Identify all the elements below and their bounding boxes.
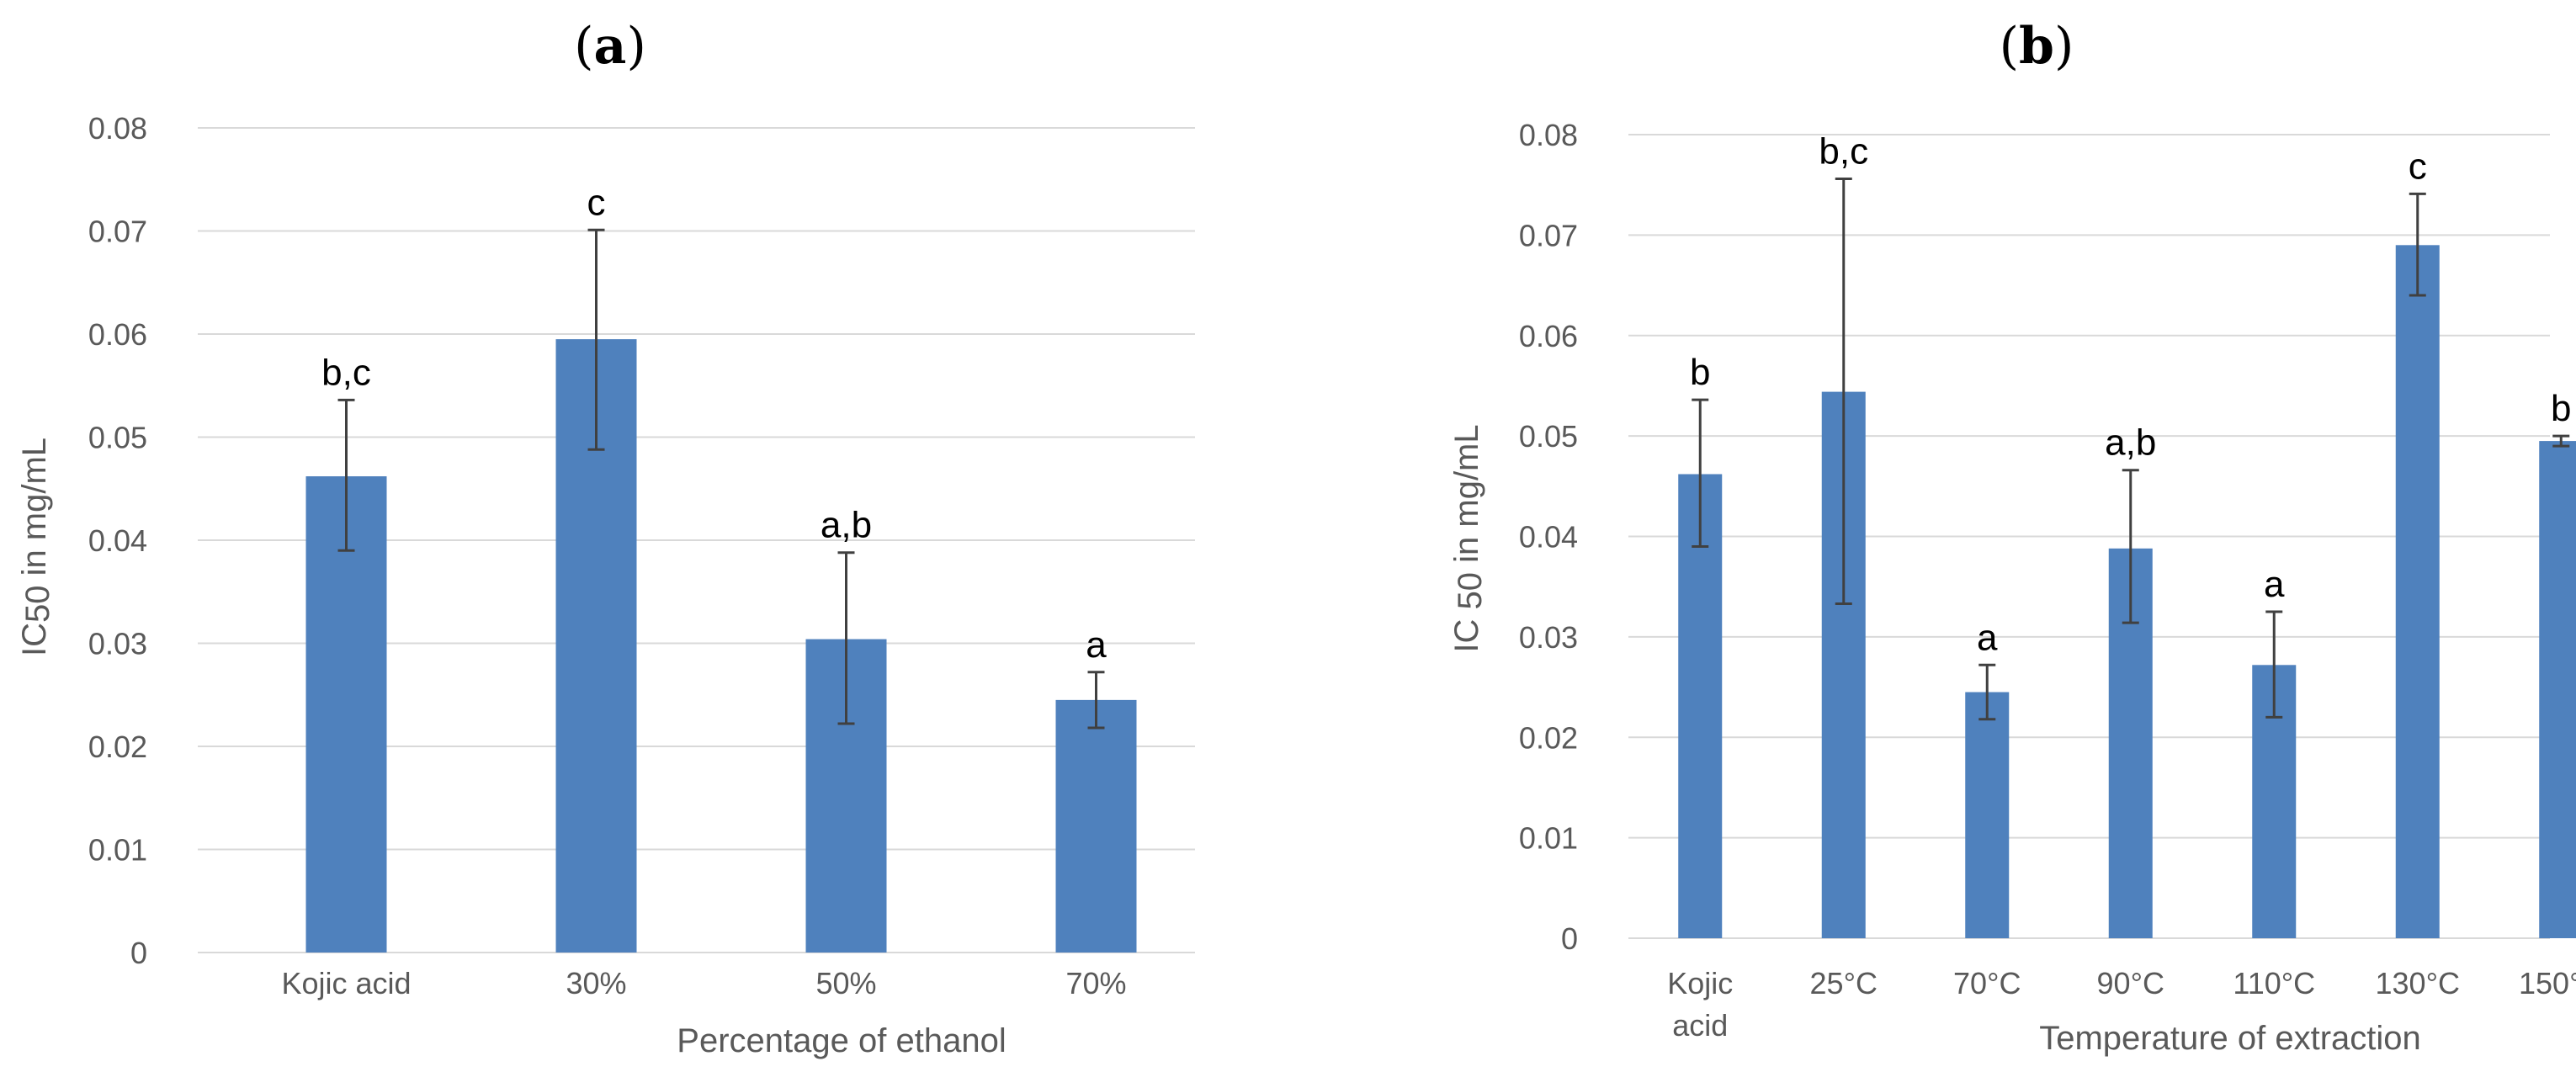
y-tick-label: 0.08 <box>88 111 147 146</box>
x-tick-label: 25°C <box>1810 966 1878 1000</box>
significance-label: a,b <box>821 505 872 546</box>
y-tick-label: 0.02 <box>1519 720 1578 755</box>
bar <box>305 476 387 953</box>
panel-a-y-axis-title: IC50 in mg/mL <box>16 438 56 656</box>
y-tick-label: 0.03 <box>1519 620 1578 655</box>
panel-b-y-axis-title: IC 50 in mg/mL <box>1448 424 1489 652</box>
x-tick-label: 30% <box>566 966 626 1000</box>
panel-b-x-axis-title: Temperature of extraction <box>2039 1020 2421 1057</box>
significance-label: c <box>587 182 606 223</box>
y-tick-label: 0.01 <box>1519 821 1578 856</box>
y-tick-label: 0.04 <box>1519 520 1578 555</box>
bar <box>1678 474 1723 938</box>
x-tick-label: 90°C <box>2097 966 2164 1000</box>
y-tick-label: 0.02 <box>88 730 147 764</box>
x-tick-label: 130°C <box>2376 966 2460 1000</box>
y-tick-label: 0.05 <box>1519 419 1578 454</box>
y-tick-label: 0.04 <box>88 523 147 558</box>
panel-b-label: (b) <box>2000 17 2074 76</box>
x-tick-label: 50% <box>815 966 876 1000</box>
x-tick-label: Kojic acid <box>281 966 411 1000</box>
significance-label: a <box>2264 564 2285 605</box>
x-tick-label: 70°C <box>1953 966 2021 1000</box>
bar <box>2395 245 2440 938</box>
significance-label: b <box>2551 388 2571 429</box>
x-tick-label: Kojic acid <box>1667 966 1733 1043</box>
y-tick-label: 0.06 <box>1519 319 1578 353</box>
y-tick-label: 0.08 <box>1519 118 1578 152</box>
panel-a-x-axis-title: Percentage of ethanol <box>677 1022 1006 1059</box>
significance-label: b,c <box>1819 131 1868 172</box>
significance-label: c <box>2409 146 2427 187</box>
y-tick-label: 0.05 <box>88 421 147 455</box>
significance-label: a,b <box>2105 422 2156 464</box>
y-tick-label: 0 <box>130 936 147 970</box>
y-tick-label: 0 <box>1561 921 1578 956</box>
significance-label: b,c <box>321 352 371 393</box>
x-tick-label: 110°C <box>2233 966 2315 1000</box>
significance-label: b <box>1690 352 1710 393</box>
y-tick-label: 0.07 <box>88 215 147 249</box>
y-tick-label: 0.03 <box>88 627 147 661</box>
bar <box>1055 699 1137 953</box>
y-tick-label: 0.01 <box>88 833 147 868</box>
panel-b-plot: 0 0.01 0.02 0.03 0.04 0.05 0.06 0.07 0.08 b Kojic a… <box>1519 118 2576 1043</box>
panel-a-label: (a) <box>574 17 646 76</box>
significance-label: a <box>1086 624 1107 666</box>
x-tick-label: 150°C <box>2519 966 2576 1000</box>
x-tick-label: 70% <box>1065 966 1126 1000</box>
bar <box>1965 692 2010 938</box>
significance-label: a <box>1977 617 1998 658</box>
panel-a-plot: 0 0.01 0.02 0.03 0.04 0.05 0.06 0.07 0.08 b,c Koji… <box>88 111 1195 1000</box>
y-tick-label: 0.07 <box>1519 218 1578 252</box>
bar <box>2539 441 2576 938</box>
y-tick-label: 0.06 <box>88 317 147 352</box>
